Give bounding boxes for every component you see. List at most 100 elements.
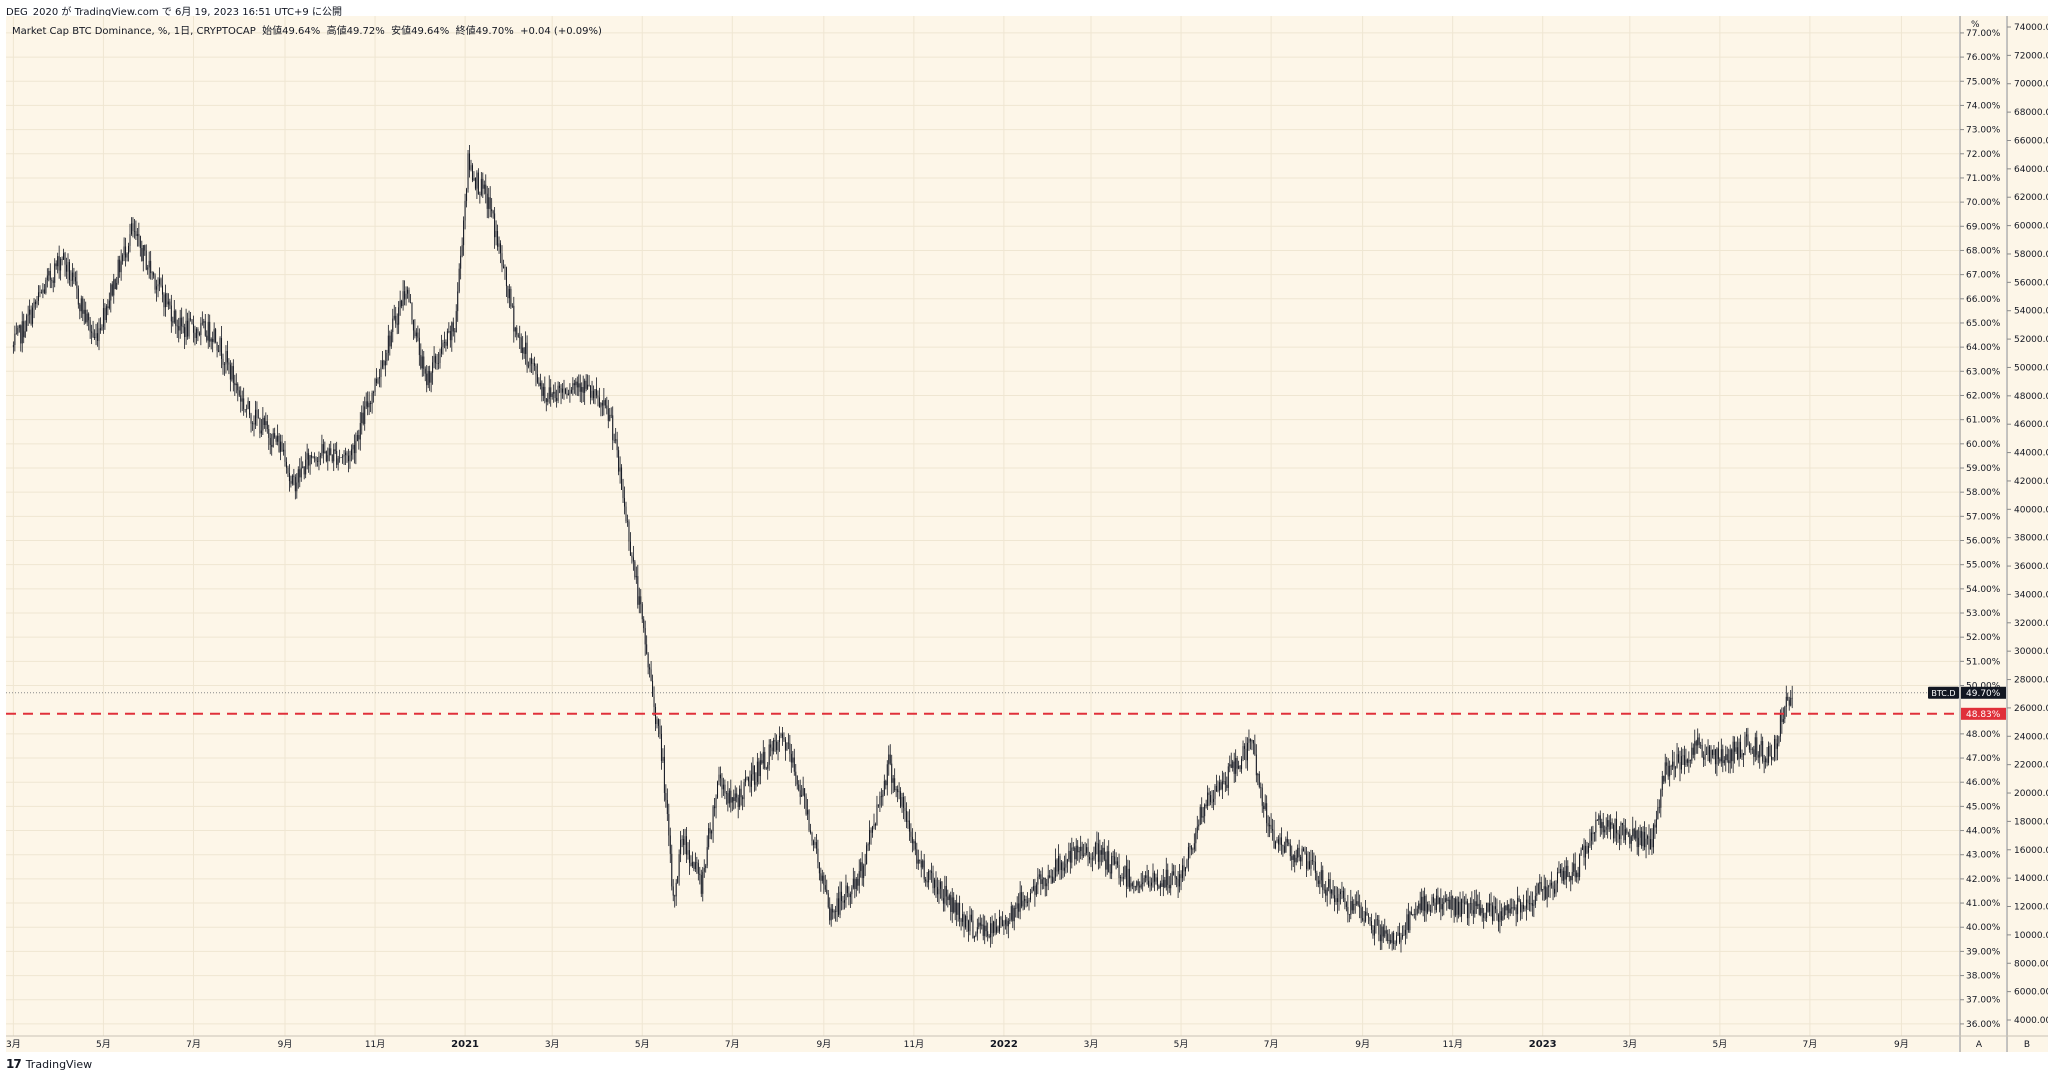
candle [232, 359, 234, 392]
candle [936, 877, 938, 902]
candle [283, 443, 285, 456]
candle [1246, 737, 1248, 771]
candle [1208, 787, 1210, 806]
candle [1610, 814, 1612, 840]
candle [1592, 825, 1594, 845]
second-tick-label: 48000.00 [2014, 392, 2048, 402]
candle [1661, 770, 1663, 797]
candle [396, 313, 398, 335]
second-tick-label: 4000.00 [2014, 1016, 2048, 1026]
second-scale-button[interactable]: B [2024, 1040, 2030, 1050]
candle [1350, 889, 1352, 920]
candle [21, 311, 23, 353]
price-scale[interactable]: 77.00% 76.00% 75.00% 74.00% 73.00% 72.00% 71.0… [1960, 29, 2001, 1030]
candle [1506, 900, 1508, 918]
candle [54, 258, 56, 288]
candle [249, 400, 251, 419]
plot-background[interactable] [6, 16, 1959, 1052]
candle [82, 296, 84, 322]
candle [671, 844, 673, 891]
candle [866, 842, 868, 865]
candle [1142, 871, 1144, 892]
candle [652, 674, 654, 697]
candle [94, 329, 96, 341]
candle [1762, 736, 1764, 764]
candle [486, 185, 488, 219]
candle [113, 273, 115, 304]
candle [533, 356, 535, 371]
candle [665, 784, 667, 808]
candle [566, 387, 568, 399]
candle [1288, 839, 1290, 847]
candle [1407, 902, 1409, 933]
candle [128, 242, 130, 262]
candle [1027, 892, 1029, 907]
candle [12, 341, 14, 354]
candle [58, 245, 60, 279]
candle [367, 391, 369, 416]
candle [1342, 886, 1344, 903]
candle [150, 250, 152, 280]
candle [784, 737, 786, 761]
price-tick-label: 40.00% [1966, 923, 2001, 933]
candle [1419, 891, 1421, 915]
price-scale-background[interactable] [1960, 16, 2006, 1052]
candle [618, 446, 620, 476]
price-tick-label: 51.00% [1966, 657, 2001, 667]
candle [925, 876, 927, 887]
candle [399, 290, 401, 316]
candle [117, 255, 119, 285]
auto-scale-button[interactable]: A [1976, 1040, 1983, 1050]
candle [950, 891, 952, 921]
candle [674, 894, 676, 908]
candle [1059, 853, 1061, 880]
second-tick-label: 56000.00 [2014, 278, 2048, 288]
candle [1345, 901, 1347, 912]
candle [1447, 896, 1449, 909]
candle [1173, 864, 1175, 876]
price-tick-label: 54.00% [1966, 585, 2001, 595]
candle [1375, 912, 1377, 934]
candle [1599, 810, 1601, 837]
candle [657, 718, 659, 738]
candle [590, 385, 592, 405]
legend-low: 安値49.64% [391, 26, 450, 37]
candle [328, 443, 330, 462]
candle [776, 734, 778, 755]
candle [1562, 867, 1564, 885]
candle [1502, 907, 1504, 921]
time-tick-label: 11月 [1442, 1039, 1462, 1050]
candle [959, 895, 961, 927]
candle [1156, 869, 1158, 891]
candle [951, 888, 953, 923]
time-axis[interactable]: 3月 5月 7月 9月 11月 2021 3月 5月 7月 9月 11月 2022 3月 5月 7月 9月 11… [6, 1039, 1909, 1050]
candle [1577, 866, 1579, 884]
candle [291, 474, 293, 486]
candle [1564, 860, 1566, 885]
candle [435, 353, 437, 370]
candle [1063, 855, 1065, 877]
price-tick-label: 39.00% [1966, 947, 2001, 957]
candle [1514, 900, 1516, 911]
second-tick-label: 30000.00 [2014, 647, 2048, 657]
candle [563, 379, 565, 400]
candle [1697, 728, 1699, 754]
candle [846, 882, 848, 898]
candle [916, 842, 918, 870]
candle [138, 222, 140, 247]
candle [1554, 880, 1556, 898]
candle [1369, 917, 1371, 926]
candle [43, 284, 45, 295]
time-tick-label: 11月 [904, 1039, 924, 1050]
candle [706, 835, 708, 869]
candle [1354, 894, 1356, 914]
candle [423, 350, 425, 377]
candle [147, 264, 149, 275]
candle [1344, 888, 1346, 910]
candle [191, 318, 193, 325]
candle [1711, 749, 1713, 759]
second-scale[interactable]: 74000.00 72000.00 70000.00 68000.00 66000.00… [2007, 23, 2048, 1026]
candle [920, 850, 922, 878]
second-scale-background[interactable] [2007, 16, 2048, 1052]
